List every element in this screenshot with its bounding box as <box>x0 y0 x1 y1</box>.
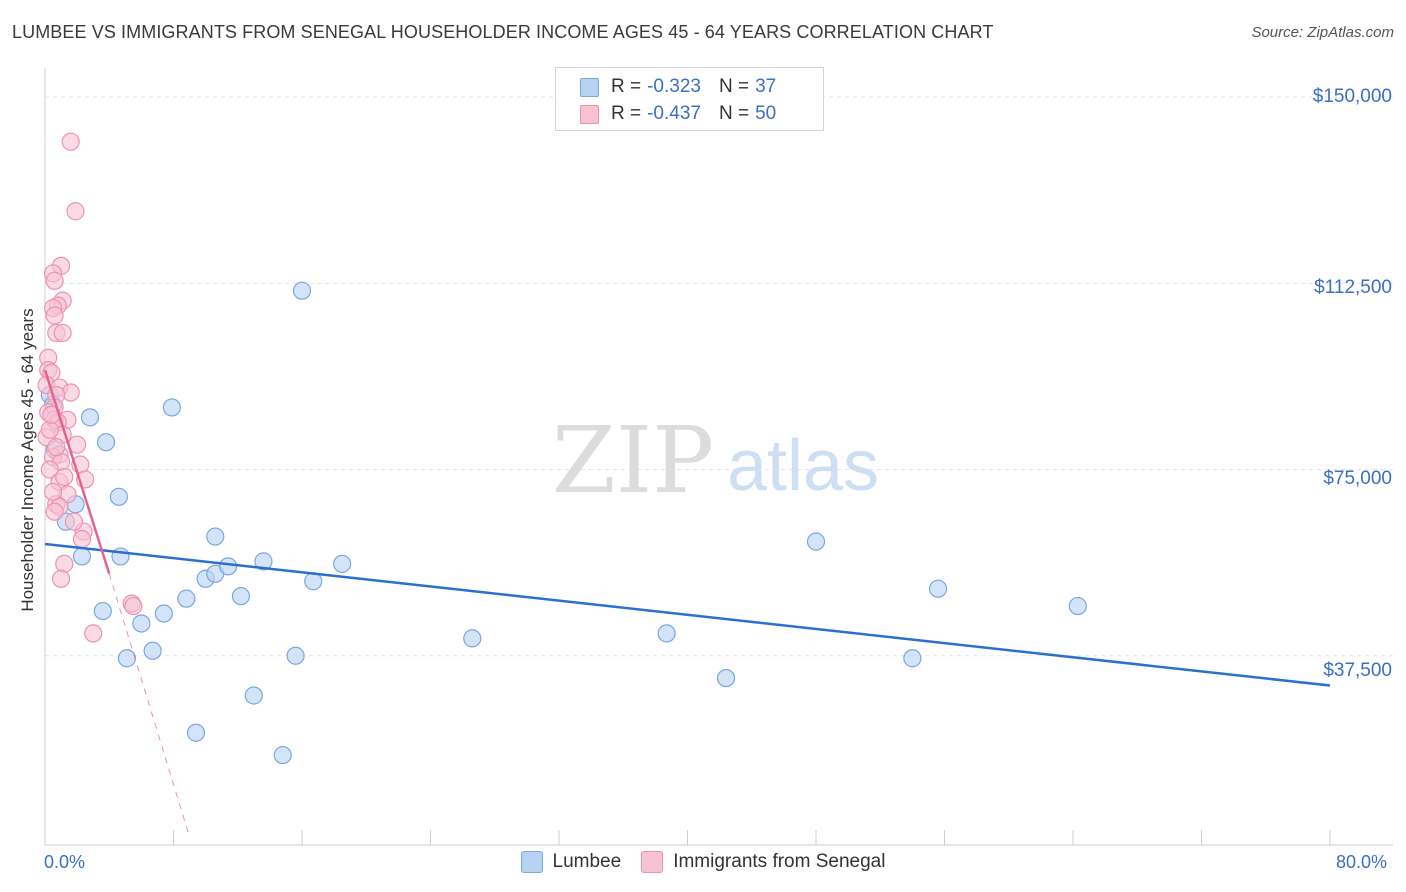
lumbee-point <box>143 641 162 660</box>
lumbee-point <box>117 649 137 668</box>
senegal-point <box>66 202 85 221</box>
correlation-legend: R = -0.323 N = 37 R = -0.437 N = 50 <box>555 67 824 131</box>
senegal-point <box>47 438 66 457</box>
lumbee-point <box>154 604 173 623</box>
lumbee-point <box>716 668 736 688</box>
lumbee-point <box>254 552 273 571</box>
points-layer <box>37 132 1087 765</box>
y-tick-label: $150,000 <box>1312 86 1392 107</box>
lumbee-point <box>109 487 128 506</box>
senegal-trend-line <box>43 369 111 575</box>
x-tick-label-min: 0.0% <box>44 852 86 872</box>
source-label: Source: ZipAtlas.com <box>1251 24 1394 41</box>
n-value: 37 <box>755 76 777 97</box>
lumbee-point <box>231 587 251 606</box>
senegal-point <box>43 482 63 501</box>
n-label: N = <box>718 103 750 124</box>
senegal-point <box>40 460 59 479</box>
legend-item-lumbee[interactable]: Lumbee <box>520 851 622 873</box>
legend-row-senegal: R = -0.437 N = 50 <box>580 101 776 127</box>
x-tick-label-max: 80.0% <box>1336 852 1388 872</box>
lumbee-point <box>928 579 948 598</box>
senegal-swatch <box>641 851 664 873</box>
trend-layer <box>43 369 1331 838</box>
chart-title: LUMBEE VS IMMIGRANTS FROM SENEGAL HOUSEH… <box>12 22 994 42</box>
lumbee-swatch <box>520 851 543 873</box>
axes-layer <box>44 68 1393 846</box>
senegal-point <box>61 132 80 151</box>
r-value: -0.323 <box>647 76 701 97</box>
lumbee-point <box>903 649 922 668</box>
y-tick-label: $37,500 <box>1323 660 1392 681</box>
n-label: N = <box>718 76 750 97</box>
legend-label: Immigrants from Senegal <box>673 851 886 872</box>
watermark-atlas: atlas <box>727 426 879 506</box>
legend-item-senegal[interactable]: Immigrants from Senegal <box>641 851 885 873</box>
lumbee-point <box>186 723 206 742</box>
lumbee-point <box>273 745 292 765</box>
lumbee-point <box>806 532 826 551</box>
watermark-zip: ZIP <box>552 407 714 514</box>
lumbee-point <box>72 547 92 566</box>
senegal-point <box>45 306 64 325</box>
r-label: R = <box>611 76 642 97</box>
lumbee-trend-line <box>44 542 1331 687</box>
senegal-point <box>45 502 64 521</box>
senegal-point <box>84 624 103 643</box>
lumbee-point <box>333 554 352 573</box>
grid-layer <box>45 96 1393 657</box>
lumbee-point <box>80 408 100 427</box>
lumbee-point <box>132 614 151 633</box>
y-tick-label: $75,000 <box>1323 468 1392 489</box>
senegal-point <box>45 271 64 290</box>
senegal-point <box>53 323 72 343</box>
lumbee-point <box>162 398 181 417</box>
legend-label: Lumbee <box>552 851 622 872</box>
lumbee-point <box>463 629 482 648</box>
lumbee-point <box>292 281 312 300</box>
lumbee-point <box>1068 596 1087 616</box>
lumbee-point <box>219 557 238 576</box>
lumbee-swatch <box>580 77 599 97</box>
n-value: 50 <box>755 103 777 124</box>
senegal-point <box>55 554 74 573</box>
lumbee-point <box>286 646 305 665</box>
senegal-point <box>72 529 92 549</box>
senegal-point <box>64 512 84 531</box>
lumbee-point <box>657 624 676 643</box>
senegal-point <box>124 596 143 616</box>
y-axis-label: Householder Income Ages 45 - 64 years <box>18 308 37 612</box>
senegal-point <box>51 569 71 588</box>
r-label: R = <box>611 103 642 124</box>
lumbee-point <box>96 433 116 452</box>
r-value: -0.437 <box>647 103 701 124</box>
lumbee-point <box>93 601 112 621</box>
series-legend: Lumbee Immigrants from Senegal <box>0 851 1406 873</box>
senegal-swatch <box>580 104 599 124</box>
lumbee-point <box>206 527 225 546</box>
lumbee-point <box>244 686 263 705</box>
senegal-trend-extension <box>108 573 191 838</box>
legend-row-lumbee: R = -0.323 N = 37 <box>580 74 776 100</box>
watermark: ZIP atlas <box>552 407 879 514</box>
y-tick-label: $112,500 <box>1314 277 1392 298</box>
senegal-point <box>55 467 74 487</box>
lumbee-point <box>177 589 196 608</box>
